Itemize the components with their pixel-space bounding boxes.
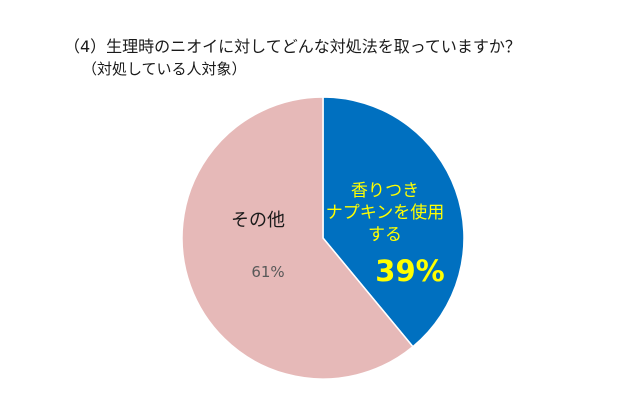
slice-label-1: その他 <box>231 210 285 231</box>
pie-slice-0 <box>322 96 465 348</box>
pie-slice-1 <box>181 96 414 380</box>
slice-label-line: する <box>368 225 402 245</box>
slice-label-line: ナプキンを使用 <box>326 202 445 223</box>
slice-label-line: 香りつき <box>351 181 419 201</box>
slice-label-line: その他 <box>231 210 285 231</box>
slice-label-0: 香りつきナプキンを使用する <box>326 181 445 245</box>
chart-title: （4）生理時のニオイに対してどんな対処法を取っていますか？ <box>64 37 521 56</box>
slice-value-1: 61% <box>251 263 284 281</box>
slice-value-0: 39% <box>375 254 444 288</box>
chart-title-block: （4）生理時のニオイに対してどんな対処法を取っていますか？ （対処している人対象… <box>64 36 521 80</box>
chart-subtitle: （対処している人対象） <box>82 60 247 78</box>
